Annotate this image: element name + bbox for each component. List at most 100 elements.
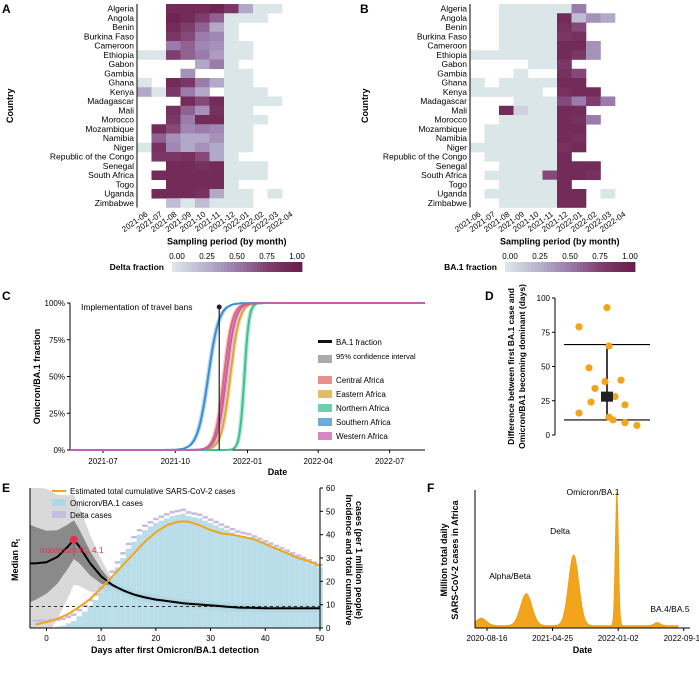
legend-label: Western Africa bbox=[336, 432, 388, 441]
x-axis-title: Days after first Omicron/BA.1 detection bbox=[91, 645, 259, 655]
heatmap-cell bbox=[513, 115, 529, 125]
delta-bar bbox=[235, 530, 241, 533]
colorbar-segment bbox=[233, 262, 238, 272]
omicron-bar bbox=[262, 544, 269, 628]
omicron-bar bbox=[295, 558, 301, 628]
y-right-tick-label: 30 bbox=[326, 554, 335, 563]
heatmap-cell bbox=[557, 13, 572, 23]
y-right-axis-title: Incidence and total cumulative bbox=[344, 494, 354, 625]
colorbar-segment bbox=[194, 262, 199, 272]
delta-bar bbox=[224, 525, 230, 529]
legend-swatch bbox=[52, 499, 66, 506]
omicron-bar bbox=[273, 548, 279, 628]
heatmap-cell bbox=[557, 198, 572, 208]
colorbar-segment bbox=[292, 262, 296, 272]
heatmap-cell bbox=[470, 50, 485, 60]
omicron-bar bbox=[125, 548, 132, 628]
delta-bar bbox=[278, 547, 285, 550]
heatmap-cell bbox=[238, 96, 254, 107]
delta-bar bbox=[125, 542, 132, 546]
heatmap-cell bbox=[238, 87, 254, 97]
heatmap-cell bbox=[209, 142, 225, 153]
heatmap-cell bbox=[209, 105, 225, 116]
heatmap-cell bbox=[484, 124, 500, 134]
heatmap-cell bbox=[513, 133, 529, 144]
colorbar-segment bbox=[583, 262, 587, 272]
heatmap-cell bbox=[209, 115, 225, 125]
row-label: Ghana bbox=[108, 78, 134, 88]
x-tick-label: 10 bbox=[97, 634, 106, 643]
heatmap-cell bbox=[484, 87, 500, 97]
heatmap-cell bbox=[166, 170, 181, 181]
panel-label-b: B bbox=[360, 2, 369, 16]
heatmap-cell bbox=[180, 179, 196, 190]
heatmap-cell bbox=[542, 142, 558, 153]
y-left-axis-title: Median Rt bbox=[10, 539, 22, 581]
colorbar-segment bbox=[560, 262, 564, 272]
heatmap-cell bbox=[195, 133, 210, 144]
heatmap-cell bbox=[499, 179, 514, 190]
row-label: Zimbabwe bbox=[428, 198, 467, 208]
x-tick-label: 40 bbox=[261, 634, 270, 643]
x-tick-label: 2022-01 bbox=[233, 457, 263, 466]
heatmap-cell bbox=[238, 124, 254, 134]
omicron-bar bbox=[109, 576, 115, 628]
heatmap-cell bbox=[586, 96, 601, 107]
colorbar-segment bbox=[172, 262, 176, 272]
rt-median-line bbox=[30, 538, 320, 610]
heatmap-cell bbox=[137, 87, 152, 97]
omicron-bar bbox=[240, 535, 247, 628]
heatmap-cell bbox=[528, 142, 543, 153]
colorbar-label: BA.1 fraction bbox=[444, 262, 497, 272]
colorbar-segment bbox=[240, 262, 244, 272]
heatmap-cell bbox=[166, 22, 181, 33]
colorbar-segment bbox=[285, 262, 290, 272]
heatmap-cell bbox=[209, 179, 225, 190]
heatmap-cell bbox=[180, 50, 196, 60]
delta-bar bbox=[120, 552, 126, 555]
delta-bar bbox=[213, 520, 219, 524]
omicron-bar bbox=[284, 553, 290, 628]
heatmap-cell bbox=[166, 105, 181, 116]
colorbar-segment bbox=[592, 262, 597, 272]
delta-bar bbox=[38, 619, 44, 622]
colorbar-segment bbox=[547, 262, 551, 272]
colorbar-segment bbox=[188, 262, 192, 272]
colorbar-segment bbox=[276, 262, 280, 272]
heatmap-cell bbox=[238, 78, 254, 88]
heatmap-cell bbox=[499, 189, 514, 199]
heatmap-cell bbox=[557, 152, 572, 162]
heatmap-cell bbox=[195, 170, 210, 181]
heatmap-cell bbox=[600, 96, 616, 107]
heatmap-cell bbox=[224, 31, 239, 42]
heatmap-cell bbox=[571, 161, 587, 171]
colorbar-segment bbox=[605, 262, 610, 272]
heatmap-cell bbox=[267, 189, 283, 199]
x-axis-title: Sampling period (by month) bbox=[500, 237, 620, 247]
colorbar-segment bbox=[625, 262, 629, 272]
heatmap-cell bbox=[513, 124, 529, 134]
combo-chart-rt-incidence: maximum Rt: 4.10 10 20 30 40 500102030405060D… bbox=[10, 484, 364, 655]
colorbar-segment bbox=[243, 262, 248, 272]
x-tick-label: 50 bbox=[316, 634, 325, 643]
heatmap-cell bbox=[528, 13, 543, 23]
colorbar-segment bbox=[602, 262, 607, 272]
colorbar-segment bbox=[618, 262, 623, 272]
heatmap-cell bbox=[224, 170, 239, 181]
row-label: Burkina Faso bbox=[417, 31, 467, 41]
heatmap-cell bbox=[484, 152, 500, 162]
omicron-bar bbox=[92, 600, 99, 628]
heatmap-cell bbox=[253, 4, 268, 14]
omicron-bar bbox=[60, 625, 66, 628]
heatmap-cell bbox=[238, 170, 254, 181]
heatmap-cell bbox=[542, 105, 558, 116]
heatmap-cell bbox=[180, 22, 196, 33]
delta-bar bbox=[257, 537, 263, 541]
colorbar-segment bbox=[279, 262, 283, 272]
heatmap-cell bbox=[571, 170, 587, 181]
heatmap-cell bbox=[224, 22, 239, 33]
delta-bar bbox=[185, 511, 192, 514]
row-label: Ethiopia bbox=[436, 50, 467, 60]
heatmap-cell bbox=[195, 142, 210, 153]
heatmap-cell bbox=[180, 78, 196, 88]
